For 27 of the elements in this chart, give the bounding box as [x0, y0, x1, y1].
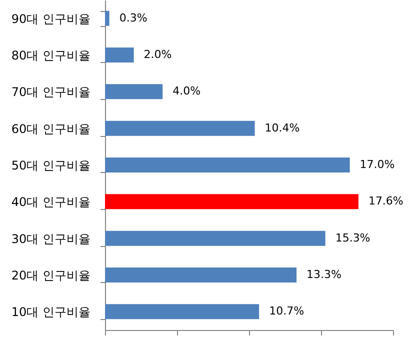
data-label: 0.3%: [119, 11, 148, 24]
y-tick-label: 20대 인구비율: [11, 268, 90, 282]
data-label: 17.0%: [360, 158, 395, 171]
data-label: 10.4%: [264, 121, 300, 134]
bar: [105, 230, 326, 246]
data-label: 15.3%: [335, 231, 370, 244]
bar: [105, 304, 260, 320]
y-tick-label: 30대 인구비율: [11, 232, 90, 246]
y-tick-label: 50대 인구비율: [11, 158, 90, 172]
bar: [105, 48, 134, 62]
bar: [105, 194, 358, 210]
bar: [105, 158, 350, 172]
y-tick-label: 60대 인구비율: [11, 122, 90, 136]
data-label: 17.6%: [368, 194, 404, 208]
y-tick-label: 90대 인구비율: [11, 12, 90, 26]
data-label: 4.0%: [172, 84, 201, 98]
bar: [105, 84, 163, 100]
data-label: 13.3%: [306, 268, 342, 281]
bar: [105, 10, 110, 26]
y-tick-label: 40대 인구비율: [11, 195, 90, 210]
data-label: 2.0%: [144, 48, 172, 61]
bar: [105, 268, 297, 282]
y-tick-label: 10대 인구비율: [11, 305, 90, 320]
bar: [105, 120, 255, 136]
y-tick-label: 70대 인구비율: [11, 85, 90, 100]
y-tick-label: 80대 인구비율: [11, 48, 90, 62]
data-label: 10.7%: [269, 304, 304, 318]
